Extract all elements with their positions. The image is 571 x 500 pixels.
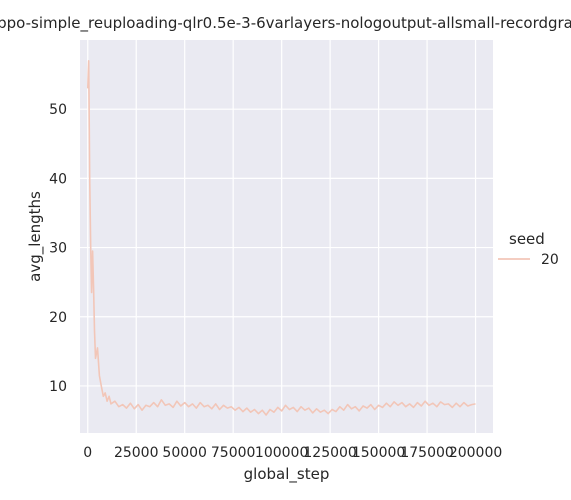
series-layer: [87, 59, 476, 416]
chart-title: gppo-simple_reuploading-qlr0.5e-3-6varla…: [0, 14, 571, 33]
y-tick-label: 20: [49, 310, 67, 326]
x-tick-label: 75000: [211, 445, 256, 461]
y-tick-labels: 10 20 30 40 50: [49, 102, 67, 395]
y-axis-label: avg_lengths: [26, 191, 45, 282]
x-axis-label: global_step: [244, 465, 330, 484]
y-tick-label: 50: [49, 102, 67, 118]
x-tick-label: 100000: [255, 445, 308, 461]
plot-background: [80, 40, 493, 433]
x-tick-label: 0: [83, 445, 92, 461]
y-tick-label: 40: [49, 171, 67, 187]
legend-title: seed: [509, 230, 545, 248]
y-gridlines: [80, 108, 493, 387]
x-tick-label: 25000: [114, 445, 159, 461]
x-tick-label: 50000: [162, 445, 207, 461]
series-line-20: [87, 59, 476, 416]
x-tick-label: 200000: [449, 445, 502, 461]
y-tick-label: 10: [49, 379, 67, 395]
x-tick-label: 150000: [352, 445, 405, 461]
x-gridlines: [87, 40, 477, 433]
x-tick-labels: 0 25000 50000 75000 100000125000150000175000…: [83, 445, 502, 461]
x-tick-label: 175000: [400, 445, 453, 461]
legend: seed 20: [498, 230, 559, 268]
legend-entry-label: 20: [541, 252, 559, 268]
y-tick-label: 30: [49, 241, 67, 257]
x-tick-label: 125000: [303, 445, 356, 461]
